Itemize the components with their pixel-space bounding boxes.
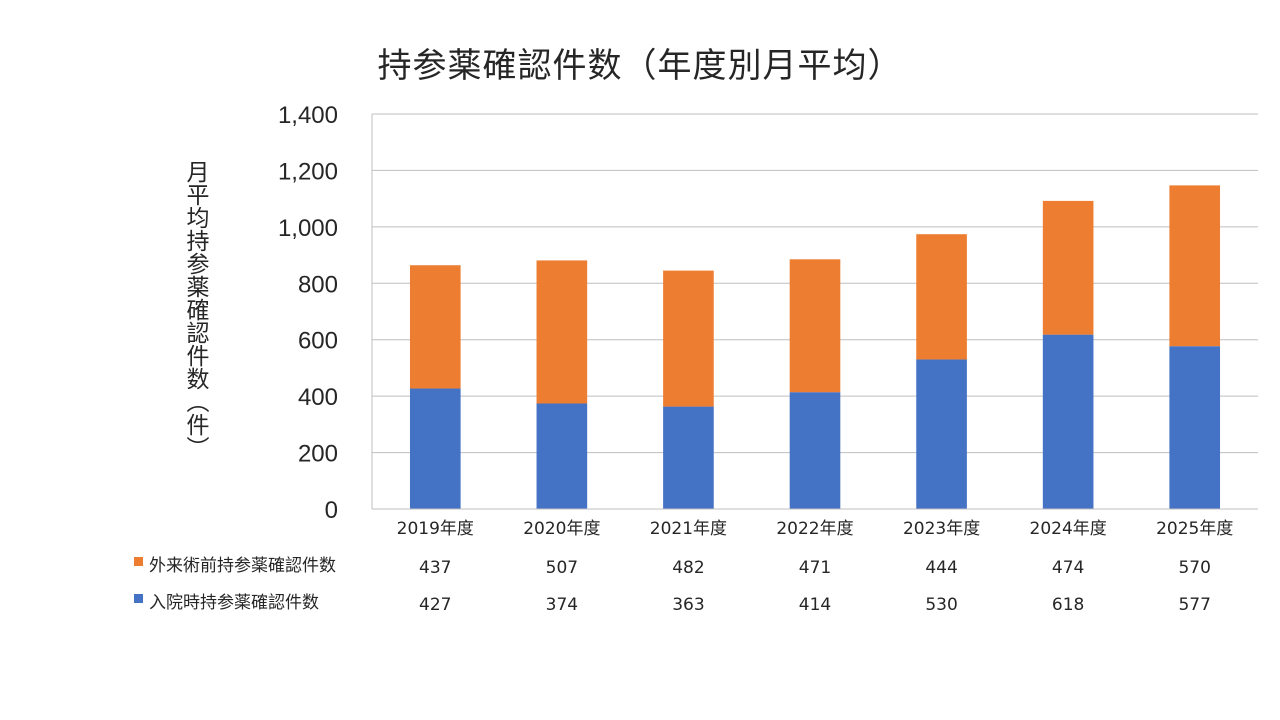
axes: 0 200 400 600 800 1,000 1,200 1,400 2019年度 2020年度… [278, 102, 1258, 539]
chart-title: 持参薬確認件数（年度別月平均） [377, 46, 903, 86]
table-cell: 363 [672, 595, 704, 615]
y-tick-label: 600 [298, 328, 338, 355]
data-table: 外来術前持参薬確認件数 437 507 482 471 444 474 570 入院時持参薬確認… [134, 556, 1211, 615]
x-tick-label: 2024年度 [1030, 519, 1107, 539]
table-cell: 570 [1178, 558, 1210, 578]
bar-outpatient-4 [916, 234, 967, 360]
x-tick-label: 2025年度 [1156, 519, 1233, 539]
table-cell: 474 [1052, 558, 1084, 578]
y-tick-label: 0 [325, 497, 338, 524]
legend-key [134, 557, 143, 566]
bar-outpatient-2 [663, 270, 714, 407]
x-tick-label: 2020年度 [523, 519, 600, 539]
table-cell: 374 [546, 595, 578, 615]
legend-label: 外来術前持参薬確認件数 [149, 556, 336, 576]
table-cell: 444 [925, 558, 957, 578]
legend-label: 入院時持参薬確認件数 [149, 593, 319, 613]
bars [409, 185, 1221, 509]
bar-inpatient-3 [789, 392, 841, 509]
x-tick-label: 2022年度 [776, 519, 853, 539]
bar-inpatient-5 [1042, 334, 1094, 509]
bar-inpatient-1 [536, 403, 588, 509]
table-cell: 414 [799, 595, 831, 615]
y-tick-label: 800 [298, 271, 338, 298]
x-tick-label: 2019年度 [397, 519, 474, 539]
y-tick-label: 1,400 [278, 102, 338, 129]
bar-outpatient-0 [409, 265, 461, 389]
bar-outpatient-3 [789, 259, 841, 393]
bar-inpatient-2 [663, 406, 714, 509]
y-axis-title: 月平均持参薬確認件数（件） [182, 160, 208, 459]
table-cell: 577 [1178, 595, 1210, 615]
bar-outpatient-5 [1042, 200, 1094, 335]
table-cell: 618 [1052, 595, 1084, 615]
x-tick-label: 2021年度 [650, 519, 727, 539]
y-tick-label: 1,200 [278, 158, 338, 185]
table-cell: 437 [419, 558, 451, 578]
bar-inpatient-6 [1169, 346, 1221, 509]
x-tick-label: 2023年度 [903, 519, 980, 539]
table-cell: 530 [925, 595, 957, 615]
bar-inpatient-0 [409, 388, 461, 509]
bar-inpatient-4 [916, 359, 967, 509]
bar-outpatient-1 [536, 260, 588, 404]
table-cell: 507 [546, 558, 578, 578]
bar-outpatient-6 [1169, 185, 1221, 347]
table-cell: 427 [419, 595, 451, 615]
y-tick-label: 400 [298, 384, 338, 411]
y-tick-label: 200 [298, 441, 338, 468]
legend-key [134, 594, 143, 603]
table-cell: 482 [672, 558, 704, 578]
y-tick-label: 1,000 [278, 215, 338, 242]
table-cell: 471 [799, 558, 831, 578]
